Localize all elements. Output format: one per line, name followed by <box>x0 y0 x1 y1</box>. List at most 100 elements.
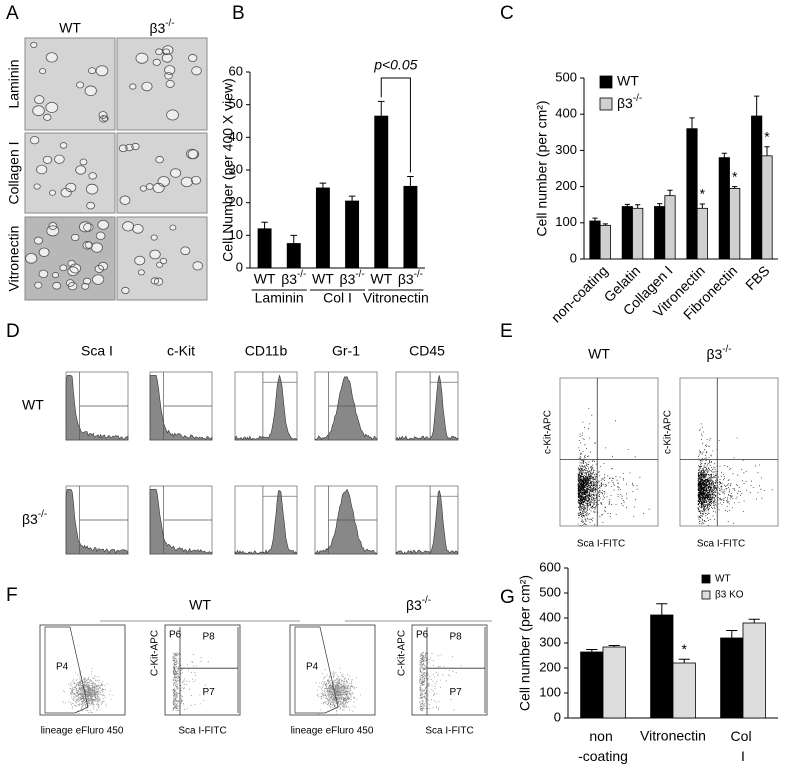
group-label: Laminin <box>255 290 304 306</box>
y-tick-label: 0 <box>236 259 243 274</box>
bar <box>718 157 730 260</box>
x-tick-label: β3-/- <box>398 269 423 287</box>
axis-label: lineage eFluro 450 <box>291 726 374 737</box>
bar <box>599 224 611 260</box>
histogram <box>314 488 378 555</box>
annotation: * <box>732 168 738 184</box>
dots <box>419 652 462 712</box>
axis-label: c-Kit-APC <box>663 410 674 454</box>
quadrant-gate <box>426 627 486 715</box>
error-bar <box>699 203 705 209</box>
legend-label: β3-/- <box>617 93 642 111</box>
error-bar <box>748 618 760 623</box>
bar <box>345 200 360 269</box>
gate-label: P7 <box>203 687 216 698</box>
gate <box>79 372 128 440</box>
y-tick-label: 20 <box>229 194 243 209</box>
dot-plot-frame <box>679 377 779 527</box>
bar <box>315 187 330 269</box>
histogram <box>234 374 298 441</box>
dots <box>315 667 361 716</box>
y-tick-label: 200 <box>539 659 561 674</box>
axis-label: Sca I-FITC <box>697 539 745 550</box>
x-tick-label: FBS <box>742 262 773 293</box>
column-header: β3-/- <box>706 344 731 362</box>
column-header: CD45 <box>409 343 445 359</box>
error-bar <box>407 176 414 187</box>
error-bar <box>635 204 641 209</box>
y-tick-label: 50 <box>229 96 243 111</box>
error-bar <box>657 203 663 207</box>
dot-plot-frame <box>289 624 376 716</box>
group-label: Vitronectin <box>363 290 429 306</box>
gate <box>429 372 458 440</box>
cells <box>129 45 202 121</box>
error-bar <box>624 203 630 207</box>
panel-label: G <box>500 587 515 608</box>
x-tick-label: Col I <box>731 728 756 764</box>
row-label: β3-/- <box>22 509 47 527</box>
histogram <box>395 489 459 555</box>
y-tick-label: 200 <box>555 178 577 193</box>
x-tick-label: β3-/- <box>281 269 306 287</box>
y-tick-label: 40 <box>229 129 243 144</box>
bar <box>621 206 633 260</box>
gate-label: P7 <box>450 687 463 698</box>
annotation: * <box>700 186 706 202</box>
gate <box>328 486 377 554</box>
dot-plot-frame <box>559 377 659 527</box>
y-tick-label: 500 <box>539 584 561 599</box>
error-bar <box>754 95 760 117</box>
histogram-frame <box>395 485 459 555</box>
bar <box>632 207 644 260</box>
error-bar <box>290 234 298 244</box>
axis-label: lineage eFluro 450 <box>41 726 124 737</box>
panel-label: D <box>6 321 20 342</box>
panel-label: E <box>500 321 513 342</box>
legend-label: WT <box>617 73 639 89</box>
x-tick-label: β3-/- <box>340 269 365 287</box>
panel-label: B <box>232 3 245 24</box>
gate <box>163 372 212 440</box>
axis-label: Sca I-FITC <box>178 726 226 737</box>
dot-plot-frame <box>164 624 241 716</box>
error-bar <box>732 186 738 189</box>
y-tick-label: 30 <box>229 161 243 176</box>
panel-label: A <box>6 3 19 24</box>
gate-label: P4 <box>56 662 69 673</box>
error-bar <box>678 658 690 663</box>
histogram <box>65 375 129 441</box>
bar <box>654 206 666 260</box>
axis-label: Sca I-FITC <box>577 539 625 550</box>
bar <box>742 622 766 719</box>
y-tick-label: 100 <box>539 684 561 699</box>
histogram <box>149 375 213 441</box>
histogram <box>65 489 129 555</box>
error-bar <box>689 117 695 129</box>
row-label: Vitronectin <box>6 226 22 292</box>
error-bar <box>726 630 738 638</box>
gate <box>429 486 458 554</box>
error-bar <box>608 645 620 647</box>
histogram <box>314 376 378 441</box>
column-header: β3-/- <box>149 18 174 36</box>
bar <box>761 155 773 260</box>
error-bar <box>764 146 770 156</box>
axis-label: Sca I-FITC <box>425 726 473 737</box>
axis-label: c-Kit-APC <box>543 410 554 454</box>
y-tick-label: 300 <box>555 142 577 157</box>
quadrant-gate <box>179 627 239 715</box>
annotation: * <box>681 641 687 657</box>
error-bar <box>721 152 727 158</box>
cells <box>30 41 109 123</box>
gate-label: P8 <box>203 632 216 643</box>
error-bar <box>319 182 327 188</box>
gate <box>79 486 128 554</box>
legend-label: β3 KO <box>715 590 744 601</box>
gate <box>262 486 297 554</box>
y-tick-label: 60 <box>229 63 243 78</box>
y-tick-label: 100 <box>555 214 577 229</box>
significance-bracket <box>380 77 411 173</box>
bar <box>286 243 301 269</box>
error-bar <box>377 100 385 117</box>
